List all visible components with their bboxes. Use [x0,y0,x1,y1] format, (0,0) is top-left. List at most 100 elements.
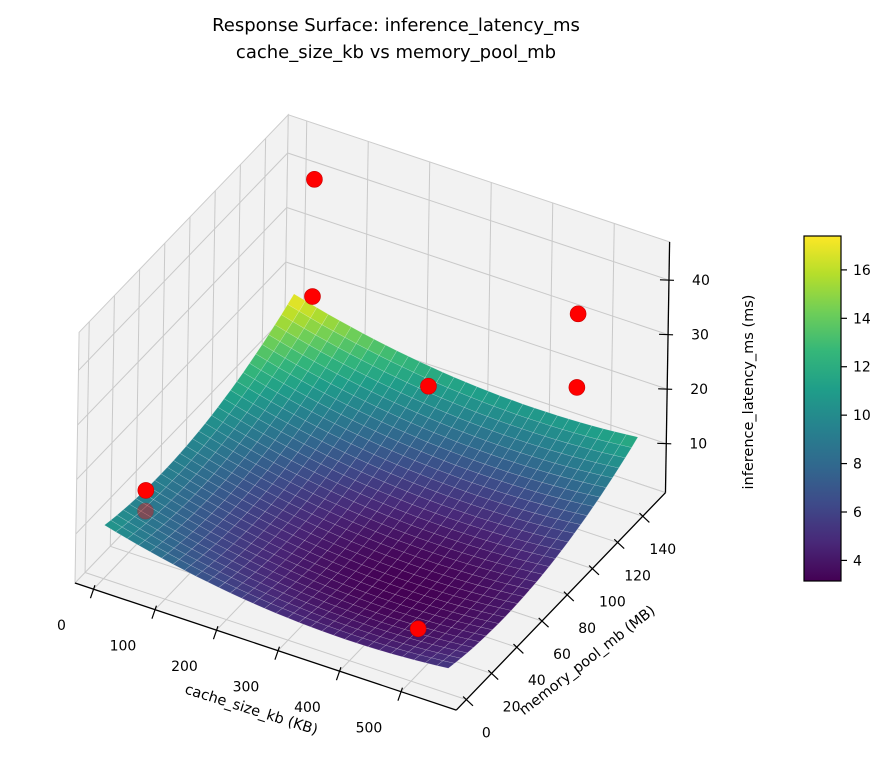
colorbar-tick-label: 14 [853,311,871,327]
surface-cell [581,494,601,507]
scatter-point-occluded [137,502,154,520]
surface-cell [524,571,544,583]
grid-line [160,243,166,494]
surface-cell [594,474,613,488]
y-tick-label: 20 [503,699,521,715]
scatter-point [137,482,155,499]
tick-mark [397,687,404,701]
x-tick-label: 300 [233,680,260,696]
y-tick-label: 140 [649,542,676,558]
tick-mark [538,617,549,628]
surface-cell [606,454,626,469]
grid-line [185,217,191,468]
grid-line [210,190,216,442]
tick-mark [639,512,650,523]
grid-line [109,295,115,547]
surface-cell [556,530,575,543]
surface-cell [467,632,487,643]
grid-line [78,152,289,371]
tick-mark [658,388,673,390]
z-tick-label: 20 [690,382,708,398]
scatter-point [409,620,427,638]
tick-mark [89,584,96,599]
grid-line [286,207,669,336]
x-tick-label: 400 [294,700,321,716]
grid-line [548,202,554,454]
surface-cell [575,503,594,517]
colorbar-tick-label: 8 [853,457,862,473]
tick-mark [563,591,575,602]
x-tick-label: 500 [356,721,383,737]
tick-mark [335,666,342,681]
tick-mark [513,643,524,654]
surface-cell [461,638,481,648]
colorbar-tick-label: 12 [853,360,871,376]
y-tick-label: 100 [599,595,626,611]
chart-title-line-2: cache_size_kb vs memory_pool_mb [236,42,556,63]
surface-cell [562,521,582,534]
colorbar-tick-label: 10 [853,408,871,424]
axis-spines [74,241,671,711]
surface-cell [436,660,456,669]
tick-mark [659,279,674,281]
x-axis-line [74,582,457,711]
colorbar-tick-label: 16 [853,263,871,279]
tick-mark [613,538,625,550]
grid-line [84,572,467,701]
surface-cell [442,655,462,664]
tick-mark [151,605,158,619]
scatter-points [137,171,587,638]
x-tick-label: 100 [110,639,137,655]
y-tick-label: 80 [578,621,596,637]
tick-mark [462,696,474,707]
colorbar-gradient [803,235,842,582]
scatter-point [420,377,437,395]
tick-mark [657,442,672,445]
tick-mark [274,646,281,660]
y-tick-label: 60 [553,647,571,663]
surface-cell [448,650,468,659]
surface-mesh [103,293,639,669]
y-tick-label: 120 [624,568,651,584]
surface-cell [499,600,519,611]
z-axis-title: inference_latency_ms (ms) [741,295,757,490]
tick-mark [659,333,674,336]
grid-line [134,269,141,521]
surface-cell [600,465,620,479]
surface-cell [549,538,569,551]
grid-line [76,261,287,480]
scatter-point [569,305,587,323]
y-tick-label: 0 [482,726,491,742]
surface-cell [530,563,550,575]
z-tick-label: 10 [689,437,707,453]
grid-line [235,164,241,416]
grid-line [84,321,90,573]
scatter-point [304,288,321,305]
z-tick-label: 40 [692,273,710,289]
tick-mark [487,669,499,681]
colorbar-tick-label: 6 [853,505,862,521]
surface-cell [518,578,538,590]
grid-line [287,152,670,281]
grid-line [285,261,668,390]
surface-cell [473,626,493,637]
y-axis-line [455,492,666,711]
scatter-point [568,379,586,396]
tick-mark [588,565,600,576]
tick-mark [212,625,219,640]
chart-title-line-1: Response Surface: inference_latency_ms [212,15,580,36]
surface-cell [613,444,633,459]
grid-line [75,316,286,535]
z-tick-label: 30 [691,328,709,344]
colorbar-tick-label: 4 [853,553,862,569]
scatter-point [306,171,323,188]
grid-line [77,207,288,426]
y-tick-label: 40 [528,673,546,689]
z-axis-line [664,241,671,493]
x-tick-label: 200 [171,659,198,675]
surface-cell [455,644,475,654]
